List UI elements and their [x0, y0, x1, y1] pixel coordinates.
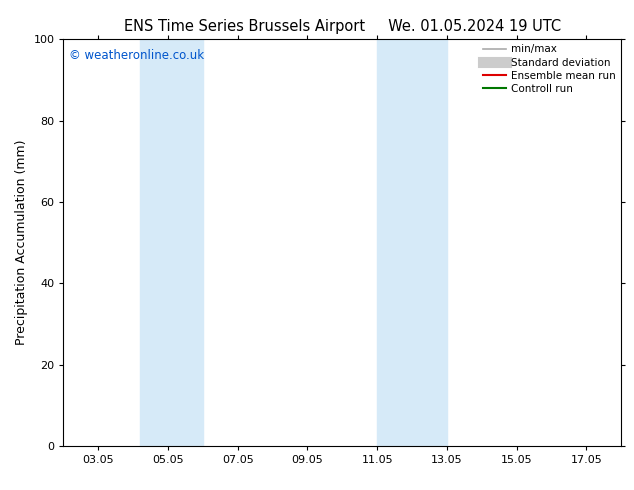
Bar: [377, 39, 447, 446]
Title: ENS Time Series Brussels Airport     We. 01.05.2024 19 UTC: ENS Time Series Brussels Airport We. 01.…: [124, 19, 561, 34]
Legend: min/max, Standard deviation, Ensemble mean run, Controll run: min/max, Standard deviation, Ensemble me…: [480, 41, 619, 97]
Text: © weatheronline.co.uk: © weatheronline.co.uk: [69, 49, 204, 62]
Bar: [140, 39, 203, 446]
Y-axis label: Precipitation Accumulation (mm): Precipitation Accumulation (mm): [15, 140, 28, 345]
